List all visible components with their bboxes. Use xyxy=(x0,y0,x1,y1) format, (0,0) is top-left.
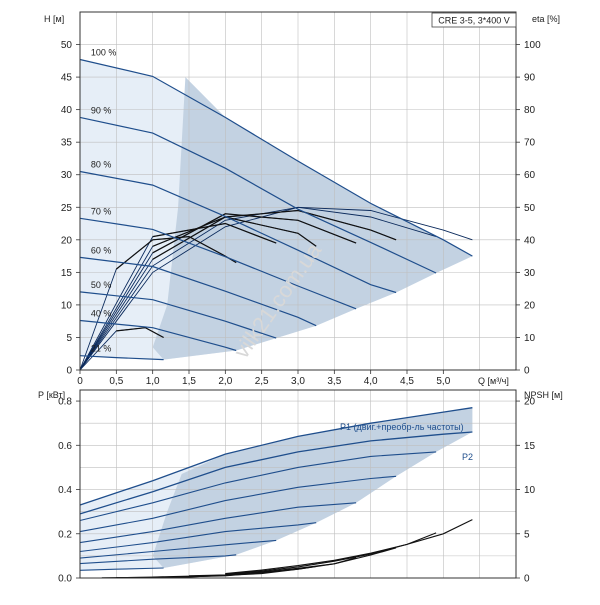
head-curve-80pct xyxy=(79,170,397,294)
eta-ytick-label: 80 xyxy=(524,105,536,116)
head-chart-grid xyxy=(79,11,516,371)
eta-ytick-label: 10 xyxy=(524,333,536,344)
eta-ytick-label: 60 xyxy=(524,170,536,181)
flow-xtick-label: 1,5 xyxy=(182,376,196,387)
power-curve-3 xyxy=(79,522,317,553)
eta-ytick-label: 0 xyxy=(524,366,530,377)
flow-xtick-label: 0,5 xyxy=(109,376,123,387)
speed-label: 70 % xyxy=(91,206,112,216)
npsh-curve-0 xyxy=(225,519,473,575)
eta-axis-label: eta [%] xyxy=(532,14,560,24)
eta-ytick-label: 70 xyxy=(524,138,536,149)
p2-curve xyxy=(79,431,473,515)
title-badge-box xyxy=(431,12,517,28)
head-curve-100pct xyxy=(79,58,473,257)
head-curve-21pct xyxy=(79,355,164,361)
power-curve-6 xyxy=(79,567,164,571)
eta-ytick-label: 20 xyxy=(524,300,536,311)
flow-xtick-label: 3,0 xyxy=(291,376,305,387)
eta-curve-bold-3 xyxy=(152,222,277,244)
head-curve-50pct xyxy=(79,291,277,339)
npsh-ytick-label: 20 xyxy=(524,397,536,408)
head-ytick-label: 5 xyxy=(66,333,72,344)
power-curve-0 xyxy=(79,451,437,522)
head-chart-background xyxy=(80,59,473,360)
power-chart-axes: 0.0 0.2 0.4 0.6 0.8 0 5 10 15 20 xyxy=(58,389,536,585)
head-curve-70pct xyxy=(79,217,357,310)
flow-xtick-label: 1,0 xyxy=(146,376,160,387)
power-range-dark xyxy=(152,407,473,568)
npsh-curve-1 xyxy=(225,532,437,575)
flow-xtick-label: 3,5 xyxy=(327,376,341,387)
head-ytick-label: 20 xyxy=(61,235,73,246)
head-curve-40pct xyxy=(79,319,237,352)
eta-curve-bold-1 xyxy=(152,213,357,254)
power-axis-label: P [кВт] xyxy=(38,390,65,400)
power-curve-4 xyxy=(79,539,277,559)
eta-ytick-label: 100 xyxy=(524,40,541,51)
flow-xtick-label: 5,0 xyxy=(436,376,450,387)
power-plot-frame xyxy=(79,389,517,579)
power-ytick-label: 0.0 xyxy=(58,574,72,585)
flow-axis-label: Q [м³/ч] xyxy=(478,376,509,386)
eta-curve-bold-0 xyxy=(152,209,397,260)
npsh-ytick-label: 10 xyxy=(524,485,536,496)
power-chart-curves xyxy=(79,407,473,579)
power-ytick-label: 0.8 xyxy=(58,397,72,408)
operating-range-dark xyxy=(152,77,473,360)
eta-ytick-label: 40 xyxy=(524,235,536,246)
head-curve-60pct xyxy=(79,256,317,327)
speed-label: 90 % xyxy=(91,105,112,115)
head-ytick-label: 10 xyxy=(61,300,73,311)
head-ytick-label: 40 xyxy=(61,105,73,116)
p1-curve xyxy=(79,407,473,506)
power-ytick-label: 0.4 xyxy=(58,485,72,496)
eta-ytick-label: 50 xyxy=(524,203,536,214)
npsh-ytick-label: 0 xyxy=(524,574,530,585)
eta-ytick-label: 30 xyxy=(524,268,536,279)
head-ytick-label: 0 xyxy=(66,366,72,377)
speed-label: 40 % xyxy=(91,309,112,319)
head-chart-axes: 0 5 10 15 20 25 30 35 40 45 50 0 10 20 30 40 50 60 70 80 90 1… xyxy=(61,11,541,387)
flow-xtick-label: 2,0 xyxy=(218,376,232,387)
speed-label: 80 % xyxy=(91,159,112,169)
head-ytick-label: 15 xyxy=(61,268,73,279)
eta-curve-bold-2 xyxy=(152,216,317,247)
power-ytick-label: 0.6 xyxy=(58,441,72,452)
p2-curve-label: P2 xyxy=(462,452,473,462)
head-chart-curves: 100 % 90 % 80 % 70 % 60 % 50 % 40 % 21 % xyxy=(79,48,473,371)
head-ytick-label: 25 xyxy=(61,203,73,214)
power-curve-2 xyxy=(79,502,357,544)
head-ytick-label: 45 xyxy=(61,73,73,84)
power-curve-1 xyxy=(79,475,397,533)
eta-curve-bold-5 xyxy=(116,327,164,339)
head-ytick-label: 35 xyxy=(61,138,73,149)
npsh-ytick-label: 15 xyxy=(524,441,536,452)
flow-xtick-label: 0 xyxy=(77,376,83,387)
head-ytick-label: 50 xyxy=(61,40,73,51)
p1-curve-label: P1 (двиг.+преобр-ль частоты) xyxy=(340,422,464,432)
eta-ytick-label: 90 xyxy=(524,73,536,84)
head-ytick-label: 30 xyxy=(61,170,73,181)
npsh-ytick-label: 5 xyxy=(524,529,530,540)
flow-xtick-label: 4,5 xyxy=(400,376,414,387)
power-ytick-label: 0.2 xyxy=(58,529,72,540)
speed-label: 100 % xyxy=(91,48,117,58)
speed-label: 50 % xyxy=(91,280,112,290)
flow-xtick-label: 4,0 xyxy=(364,376,378,387)
power-curve-5 xyxy=(79,554,237,565)
speed-label: 60 % xyxy=(91,245,112,255)
head-axis-label: H [м] xyxy=(44,14,64,24)
chart-title: CRE 3-5, 3*400 V xyxy=(438,16,510,26)
power-chart-background xyxy=(80,407,473,571)
npsh-axis-label: NPSH [м] xyxy=(524,390,563,400)
head-curve-90pct xyxy=(79,116,437,274)
speed-label: 21 % xyxy=(91,344,112,354)
flow-xtick-label: 2,5 xyxy=(255,376,269,387)
